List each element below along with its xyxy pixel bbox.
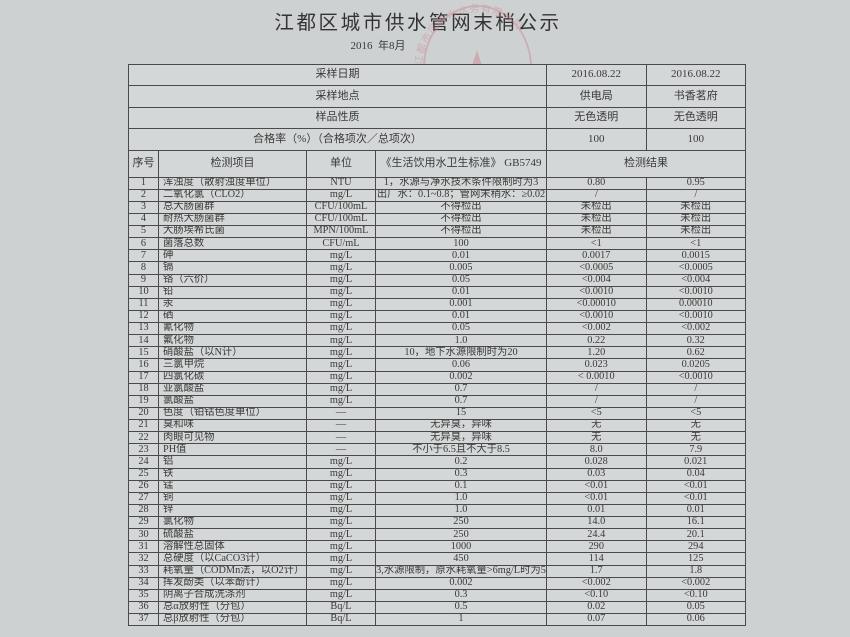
- svg-text:江都市区供水水务有限公司: 江都市区供水水务有限公司: [413, 3, 525, 66]
